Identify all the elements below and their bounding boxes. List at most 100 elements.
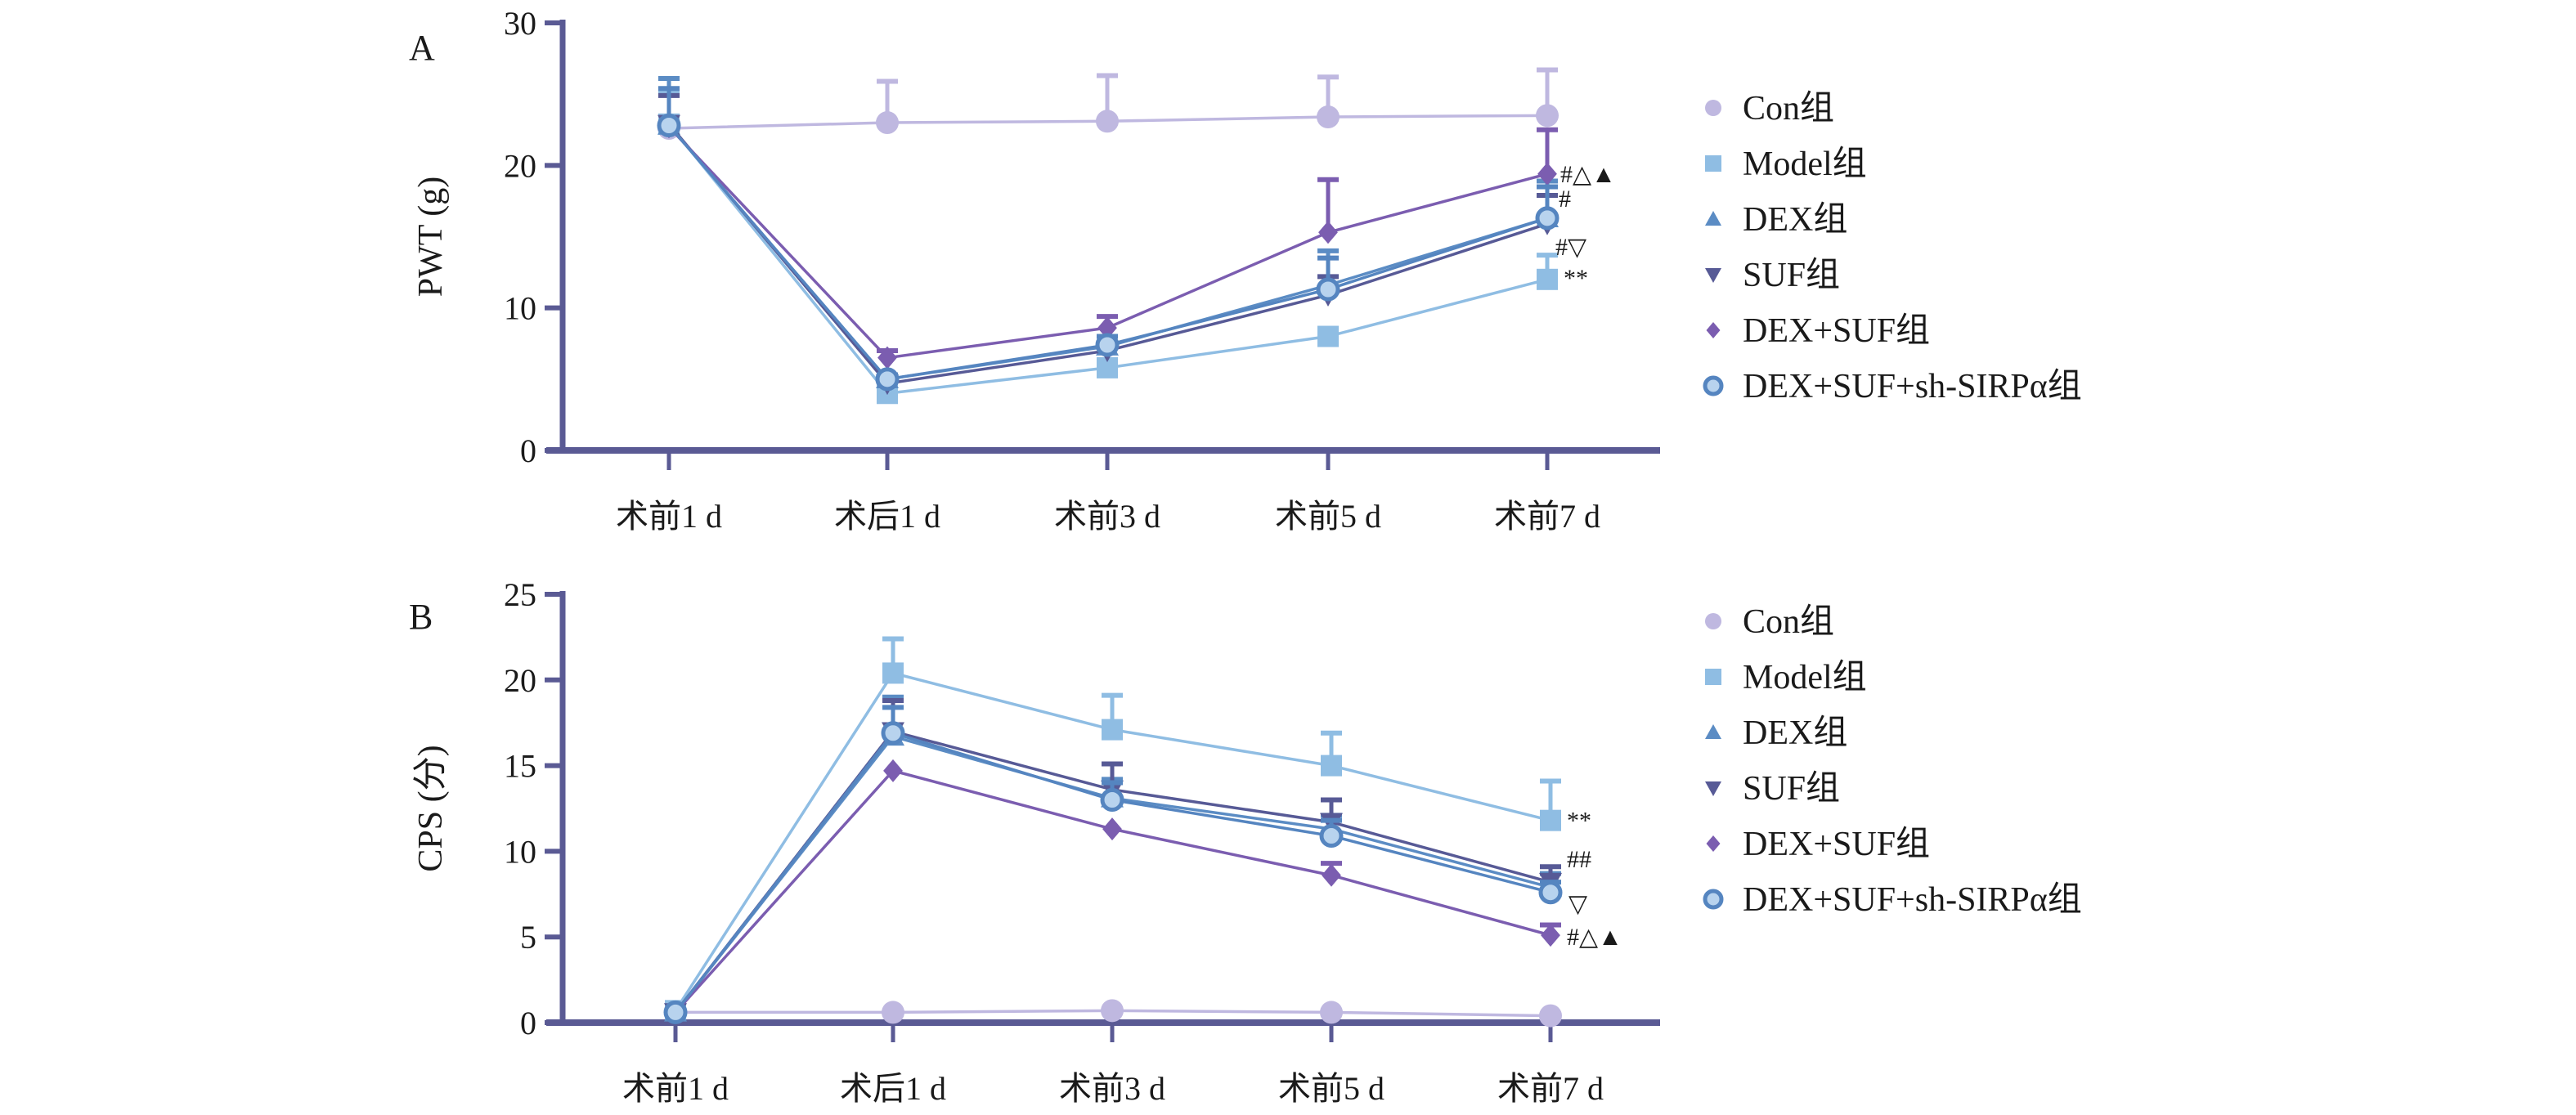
y-tick-label: 5 [520,919,536,956]
legend-marker [1705,724,1721,739]
legend-marker [1705,613,1721,629]
chart-panel-b: B 0 5 10 15 20 25 CPS (分) 术前1 d 术后1 d 术前3 d 术前5 d 术前… [409,576,2082,1107]
data-point [663,1000,688,1024]
data-point [1538,880,1563,905]
y-tick-label: 30 [504,5,536,42]
data-point [1316,277,1340,302]
data-point [875,367,900,392]
data-point [1319,824,1344,849]
legend-marker [1703,375,1724,396]
panel-label: A [409,28,435,68]
legend-marker [1703,889,1724,910]
legend-label: DEX+SUF+sh-SIRPα组 [1743,881,2082,919]
legend-label: Model组 [1743,659,1867,696]
series-4 [659,115,1558,369]
x-tick-label: 术前3 d [1059,1070,1165,1107]
y-tick-label: 10 [504,833,536,870]
y-tick-label: 15 [504,748,536,785]
data-point [1321,755,1342,777]
legend-label: Con组 [1743,90,1834,128]
legend-label: Model组 [1743,146,1867,183]
x-tick-label: 术前7 d [1494,498,1600,535]
x-tick-label: 术后1 d [834,498,940,535]
legend: Con组 Model组 DEX组 SUF组 DEX+SUF组 DEX+SUF+sh-SIR… [1703,90,2082,405]
data-point [882,1001,904,1024]
legend-item: DEX+SUF组 [1706,826,1930,863]
legend-marker [1706,322,1721,338]
legend-marker [1705,781,1721,796]
y-tick-label: 25 [504,576,536,613]
significance-annotation: # [1559,186,1571,213]
data-point [1095,333,1120,357]
legend-marker [1705,155,1721,172]
data-point [882,662,904,684]
x-tick-label: 术前1 d [622,1070,729,1107]
series-3 [664,697,1562,1024]
legend-item: Model组 [1705,146,1867,183]
data-point [1101,999,1124,1023]
legend-label: DEX+SUF+sh-SIRPα组 [1743,368,2082,405]
x-tick-label: 术前3 d [1054,498,1160,535]
data-point [1541,924,1560,947]
data-point [1317,105,1340,129]
data-point [1102,817,1122,841]
series-5 [663,705,1563,1024]
significance-annotation: ## [1567,846,1591,873]
legend-item: Con组 [1705,603,1834,641]
legend-item: DEX+SUF+sh-SIRPα组 [1703,368,2082,405]
data-point [1317,325,1339,347]
x-tick-label: 术前1 d [616,498,722,535]
legend-item: Model组 [1705,659,1867,696]
y-tick-label: 10 [504,290,536,327]
data-point [1096,110,1119,133]
legend-item: DEX+SUF组 [1706,312,1930,350]
significance-annotation: ** [1567,808,1591,835]
significance-annotation: ** [1564,265,1588,292]
legend-marker [1705,100,1721,116]
legend-item: DEX组 [1705,714,1847,752]
panel-label: B [409,597,433,637]
data-point [881,721,905,746]
legend-item: DEX组 [1705,201,1847,239]
data-point [1536,104,1559,128]
significance-annotation: #△▲ [1567,924,1622,951]
x-tick-label: 术前5 d [1278,1070,1384,1107]
legend-label: SUF组 [1743,770,1840,808]
data-point [1535,206,1560,231]
x-tick-label: 术后1 d [840,1070,946,1107]
data-point [883,759,903,782]
data-point [1100,788,1124,813]
legend-label: Con组 [1743,603,1834,641]
legend-item: Con组 [1705,90,1834,128]
legend-item: DEX+SUF+sh-SIRPα组 [1703,881,2082,919]
legend-item: SUF组 [1705,257,1840,294]
x-tick-label: 术前7 d [1497,1070,1604,1107]
legend-label: DEX组 [1743,714,1847,752]
legend-label: DEX+SUF组 [1743,312,1930,350]
legend-item: SUF组 [1705,770,1840,808]
data-point [1539,1004,1562,1028]
legend-label: SUF组 [1743,257,1840,294]
legend-marker [1705,669,1721,685]
y-tick-label: 0 [520,1005,536,1041]
series-0 [657,67,1559,141]
y-axis-title: CPS (分) [412,745,450,871]
x-tick-label: 术前5 d [1275,498,1381,535]
data-point [876,111,899,135]
data-point [877,346,897,369]
series-5 [657,86,1560,392]
y-tick-label: 0 [520,432,536,469]
data-point [1540,809,1561,831]
y-tick-label: 20 [504,662,536,699]
legend-marker [1705,211,1721,226]
legend-label: DEX组 [1743,201,1847,239]
data-point [1537,268,1558,290]
data-point [1320,1001,1343,1024]
significance-annotation: #△▲ [1560,161,1616,188]
data-point [1322,863,1341,887]
data-point [1102,719,1123,741]
chart-panel-a: A 0 10 20 30 PWT (g) 术前1 d 术后1 d 术前3 d 术前5 d 术前7 d… [409,5,2082,535]
legend-label: DEX+SUF组 [1743,826,1930,863]
y-tick-label: 20 [504,147,536,184]
